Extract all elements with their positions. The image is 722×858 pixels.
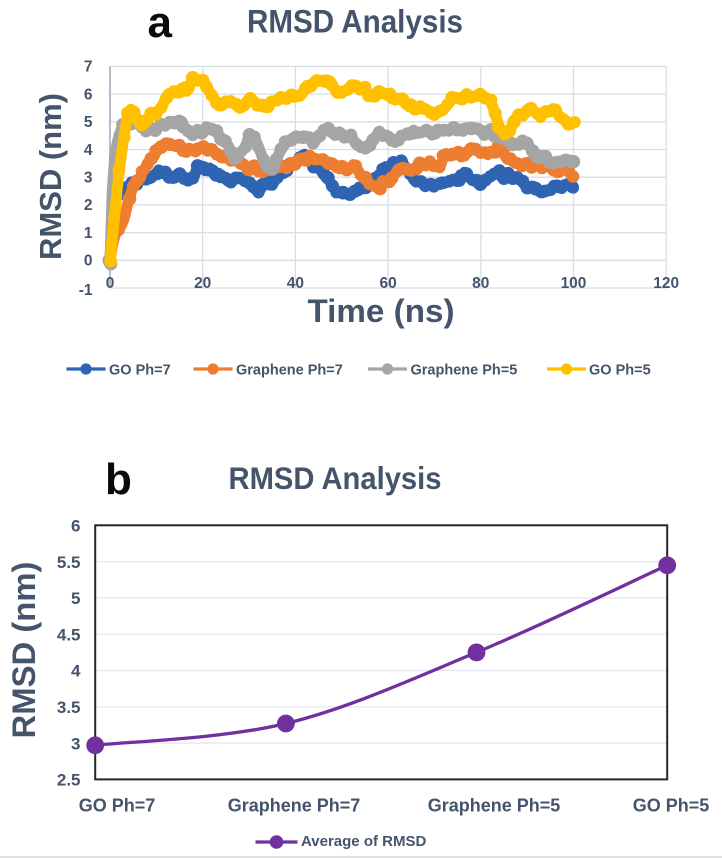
- svg-text:40: 40: [287, 275, 304, 292]
- svg-text:5: 5: [84, 114, 93, 131]
- svg-text:6: 6: [84, 86, 93, 103]
- svg-text:Graphene Ph=5: Graphene Ph=5: [428, 796, 561, 816]
- svg-text:a: a: [148, 0, 173, 47]
- svg-text:80: 80: [472, 275, 489, 292]
- svg-text:RMSD Analysis: RMSD Analysis: [229, 460, 442, 496]
- svg-text:b: b: [105, 455, 132, 504]
- svg-text:GO Ph=5: GO Ph=5: [633, 796, 710, 816]
- svg-text:Graphene Ph=7: Graphene Ph=7: [236, 363, 343, 379]
- svg-text:3: 3: [71, 734, 80, 753]
- svg-text:7: 7: [84, 59, 93, 76]
- svg-text:GO Ph=7: GO Ph=7: [109, 363, 171, 379]
- svg-text:RMSD (nm): RMSD (nm): [33, 93, 68, 260]
- svg-text:120: 120: [653, 275, 679, 292]
- svg-text:1: 1: [84, 225, 93, 242]
- svg-text:4: 4: [84, 142, 93, 159]
- svg-text:4: 4: [71, 662, 81, 681]
- svg-text:0: 0: [84, 253, 93, 270]
- svg-text:5: 5: [71, 589, 80, 608]
- svg-text:Graphene Ph=5: Graphene Ph=5: [411, 363, 518, 379]
- svg-text:100: 100: [561, 275, 587, 292]
- svg-text:4.5: 4.5: [57, 625, 81, 644]
- svg-text:20: 20: [194, 275, 211, 292]
- svg-text:GO Ph=7: GO Ph=7: [79, 796, 156, 816]
- svg-text:5.5: 5.5: [57, 553, 81, 572]
- svg-text:2.5: 2.5: [57, 771, 81, 790]
- svg-text:RMSD (nm): RMSD (nm): [6, 562, 42, 739]
- svg-text:60: 60: [379, 275, 396, 292]
- svg-text:Time (ns): Time (ns): [308, 293, 455, 329]
- svg-text:Graphene Ph=7: Graphene Ph=7: [228, 796, 361, 816]
- svg-text:3: 3: [84, 170, 93, 187]
- svg-text:0: 0: [106, 275, 115, 292]
- svg-text:RMSD Analysis: RMSD Analysis: [247, 4, 463, 40]
- svg-text:3.5: 3.5: [57, 698, 81, 717]
- svg-text:2: 2: [84, 197, 93, 214]
- svg-text:GO Ph=5: GO Ph=5: [589, 363, 651, 379]
- svg-text:6: 6: [71, 517, 80, 536]
- svg-text:-1: -1: [79, 282, 93, 299]
- svg-text:Average of RMSD: Average of RMSD: [301, 833, 426, 850]
